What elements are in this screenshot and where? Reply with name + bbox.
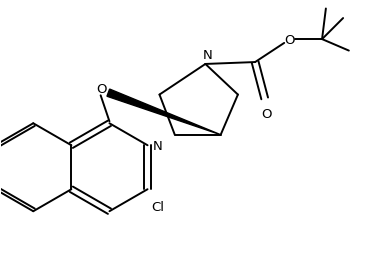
- Text: O: O: [284, 34, 295, 46]
- Text: Cl: Cl: [151, 200, 164, 213]
- Text: O: O: [262, 107, 272, 120]
- Text: O: O: [96, 83, 107, 96]
- Text: N: N: [202, 49, 212, 62]
- Polygon shape: [107, 90, 221, 135]
- Text: N: N: [152, 139, 162, 152]
